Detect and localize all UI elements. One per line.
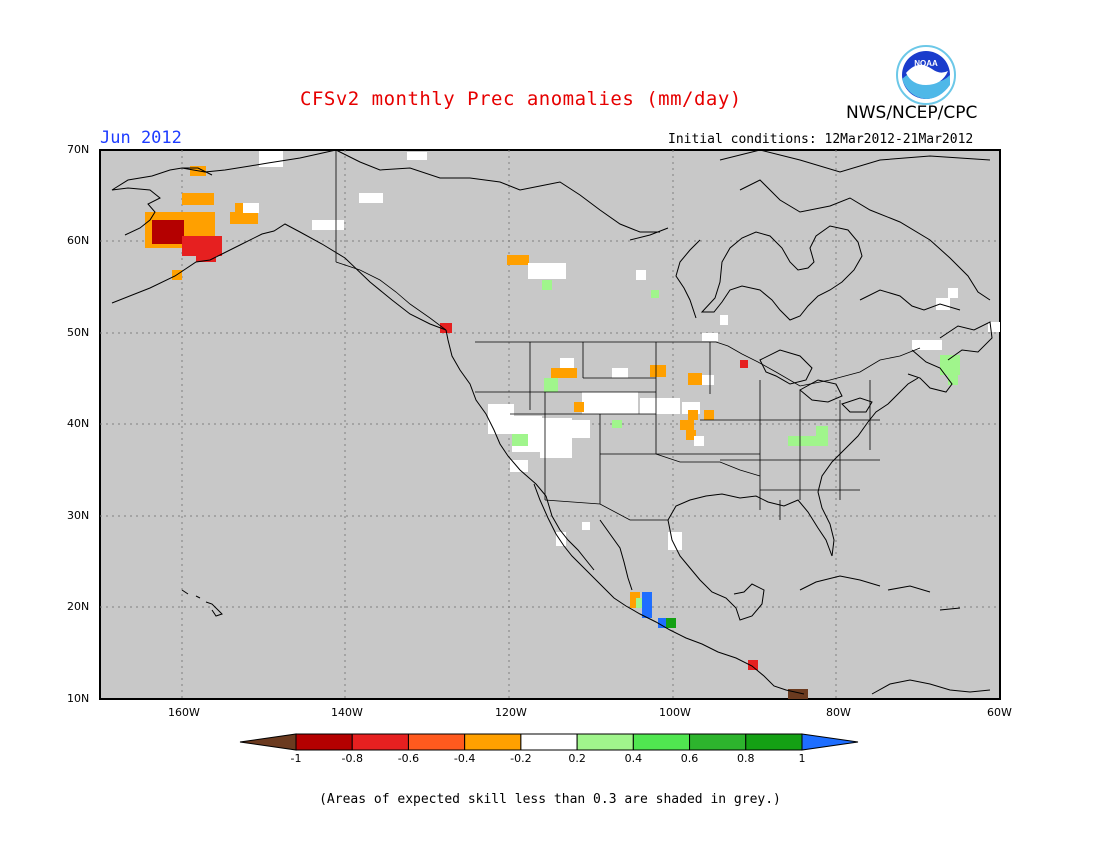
lat-label: 40N — [67, 417, 90, 430]
noaa-logo-icon: NOAA — [896, 45, 956, 105]
legend-tick-label: 1 — [798, 752, 806, 765]
lon-label: 100W — [659, 706, 691, 719]
lat-label: 20N — [67, 600, 90, 613]
legend-tick-label: 0.6 — [680, 752, 699, 765]
lat-label: 10N — [67, 692, 90, 705]
legend-tick-label: -1 — [290, 752, 302, 765]
lon-label: 160W — [168, 706, 200, 719]
skill-note: (Areas of expected skill less than 0.3 a… — [319, 792, 781, 807]
chart-title: CFSv2 monthly Prec anomalies (mm/day) — [300, 88, 742, 110]
agency-label: NWS/NCEP/CPC — [846, 103, 978, 123]
legend-tick-label: 0.8 — [737, 752, 755, 765]
lon-label: 60W — [987, 706, 1012, 719]
forecast-month: Jun 2012 — [100, 128, 182, 148]
svg-text:NOAA: NOAA — [914, 59, 938, 68]
initial-conditions: Initial conditions: 12Mar2012-21Mar2012 — [668, 132, 974, 147]
coastlines — [111, 149, 993, 695]
lat-label: 70N — [67, 143, 90, 156]
legend-tick-label: -0.8 — [341, 752, 363, 765]
state-borders — [335, 150, 921, 521]
lat-label: 50N — [67, 326, 90, 339]
legend-tick-label: -0.6 — [397, 752, 420, 765]
legend-tick-label: -0.2 — [510, 752, 532, 765]
lat-label: 60N — [67, 234, 90, 247]
lon-label: 120W — [495, 706, 527, 719]
lon-label: 80W — [826, 706, 851, 719]
lon-label: 140W — [331, 706, 363, 719]
gridlines — [100, 150, 1000, 699]
legend-tick-label: 0.4 — [624, 752, 643, 765]
lat-label: 30N — [67, 509, 90, 522]
legend-tick-label: 0.2 — [568, 752, 586, 765]
legend-tick-label: -0.4 — [453, 752, 476, 765]
